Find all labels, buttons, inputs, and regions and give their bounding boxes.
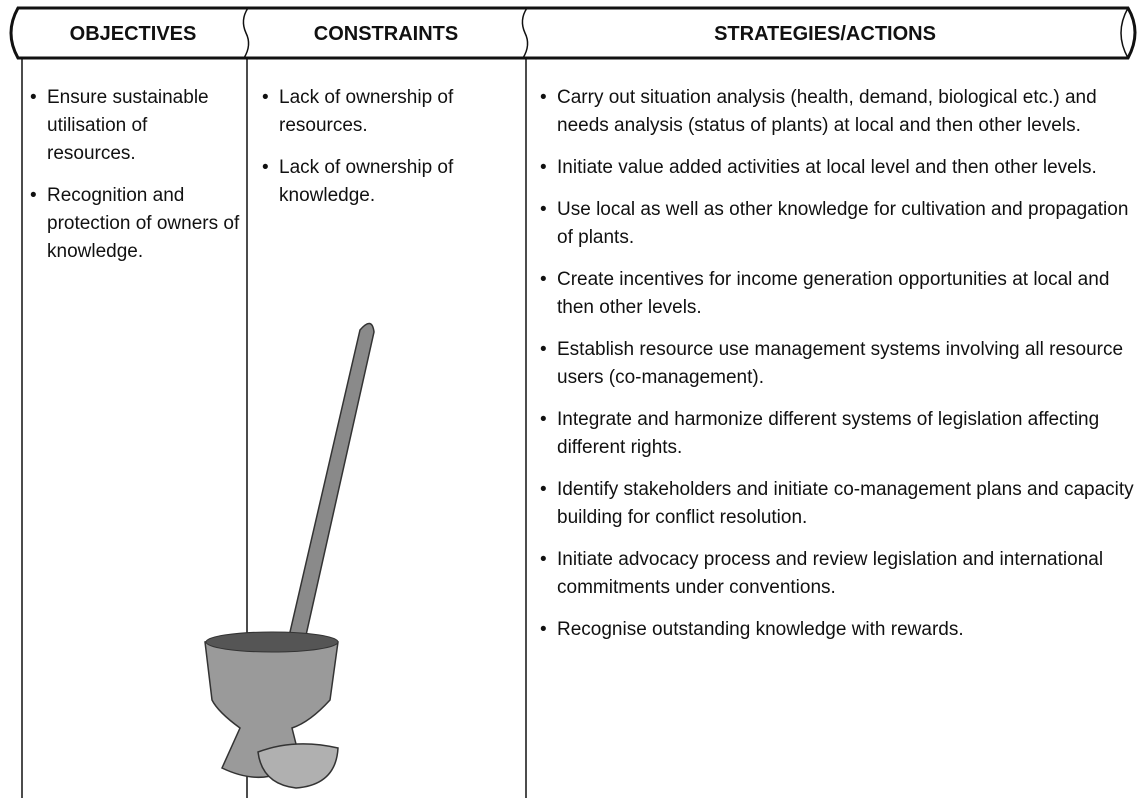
scroll-curl [1120, 7, 1129, 59]
column-header: CONSTRAINTS [313, 23, 459, 45]
mortar-and-pestle-illustration [204, 322, 375, 789]
column-body: Ensure sustainable utilisation of resour… [30, 84, 240, 280]
column-body: Lack of ownership of resources. Lack of o… [262, 84, 502, 224]
bullet-item: Ensure sustainable utilisation of resour… [30, 84, 240, 168]
bullet-item: Integrate and harmonize different system… [540, 406, 1138, 462]
bullet-item: Recognition and protection of owners of … [30, 182, 240, 266]
bullet-item: Establish resource use management system… [540, 336, 1138, 392]
column-body: Carry out situation analysis (health, de… [540, 84, 1138, 658]
bullet-item: Lack of ownership of resources. [262, 84, 502, 140]
bullet-item: Create incentives for income generation … [540, 266, 1138, 322]
bullet-item: Lack of ownership of knowledge. [262, 154, 502, 210]
bullet-item: Use local as well as other knowledge for… [540, 196, 1138, 252]
bullet-item: Identify stakeholders and initiate co-ma… [540, 476, 1138, 532]
bullet-item: Recognise outstanding knowledge with rew… [540, 616, 1138, 644]
column-header: STRATEGIES/ACTIONS [714, 23, 936, 45]
bullet-item: Initiate advocacy process and review leg… [540, 546, 1138, 602]
bullet-item: Carry out situation analysis (health, de… [540, 84, 1138, 140]
header-divider [521, 7, 529, 59]
bullet-item: Initiate value added activities at local… [540, 154, 1138, 182]
column-header: OBJECTIVES [69, 23, 197, 45]
header-divider [242, 7, 250, 59]
